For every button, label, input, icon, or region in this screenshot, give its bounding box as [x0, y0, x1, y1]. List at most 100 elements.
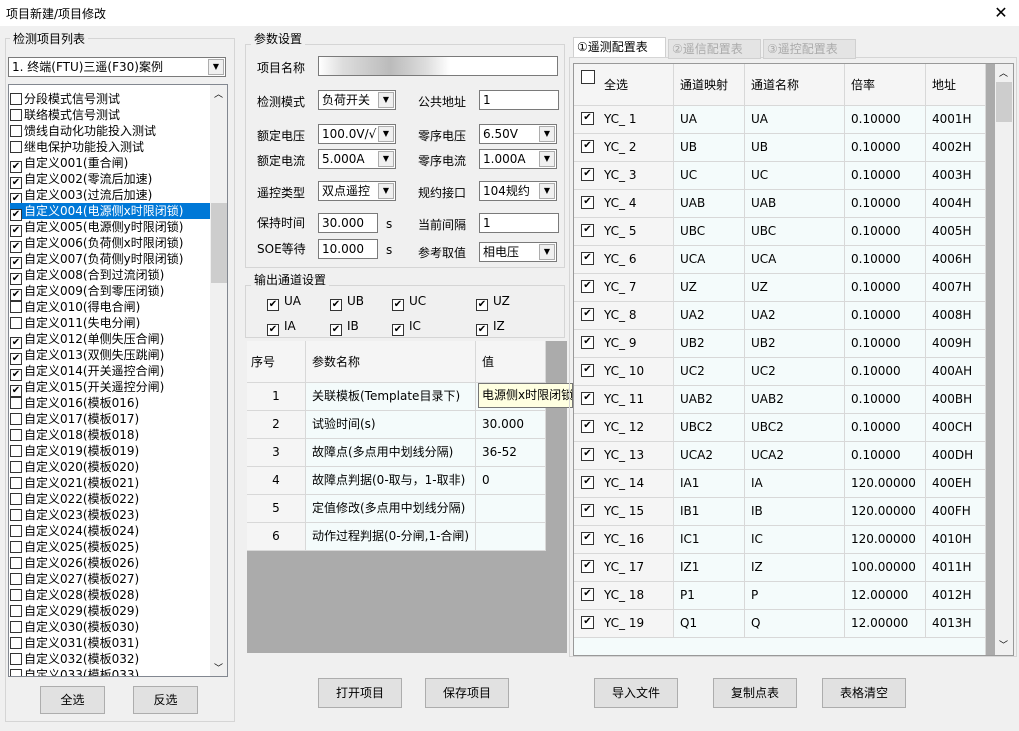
tab-3[interactable]: ③遥控配置表 [763, 39, 856, 59]
yc-cell[interactable]: IZ1 [674, 554, 745, 582]
yc-cell[interactable]: UCA2 [674, 442, 745, 470]
list-item[interactable]: 自定义017(模板017) [10, 411, 210, 427]
yc-cell[interactable]: 4007H [926, 274, 986, 302]
list-item[interactable]: ✔ 自定义015(开关遥控分闸) [10, 379, 210, 397]
list-item[interactable]: 自定义021(模板021) [10, 475, 210, 491]
select-all-button[interactable]: 全选 [40, 686, 105, 714]
hold-time-input[interactable]: 30.000 [318, 213, 378, 233]
yc-cell[interactable]: IC1 [674, 526, 745, 554]
checkbox-icon[interactable] [10, 525, 22, 537]
yc-cell[interactable]: UAB [674, 190, 745, 218]
yc-cell[interactable]: UA2 [745, 302, 845, 330]
scroll-down-icon[interactable]: ﹀ [214, 664, 224, 674]
checkbox-checked-icon[interactable]: ✔ [267, 299, 279, 311]
output-channel-checkbox[interactable]: ✔ IB [330, 319, 359, 336]
row-checkbox-checked-icon[interactable]: ✔ [581, 392, 594, 405]
yc-cell[interactable]: UCA2 [745, 442, 845, 470]
scroll-thumb[interactable] [996, 82, 1012, 122]
checkbox-icon[interactable] [10, 413, 22, 425]
yc-cell[interactable]: 0.10000 [845, 190, 926, 218]
list-item[interactable]: 自定义032(模板032) [10, 651, 210, 667]
zero-voltage-select[interactable]: 6.50V ▼ [479, 124, 557, 144]
checkbox-icon[interactable] [10, 589, 22, 601]
list-item[interactable]: 自定义010(得电合闸) [10, 299, 210, 315]
ref-select[interactable]: 相电压 ▼ [479, 242, 557, 262]
yc-cell[interactable]: 0.10000 [845, 134, 926, 162]
checkbox-checked-icon[interactable]: ✔ [330, 299, 342, 311]
list-item[interactable]: 自定义016(模板016) [10, 395, 210, 411]
checkbox-checked-icon[interactable]: ✔ [476, 324, 488, 336]
yc-cell[interactable]: 0.10000 [845, 386, 926, 414]
invert-selection-button[interactable]: 反选 [133, 686, 198, 714]
output-channel-checkbox[interactable]: ✔ UA [267, 294, 301, 311]
checkbox-icon[interactable] [10, 541, 22, 553]
row-checkbox-checked-icon[interactable]: ✔ [581, 532, 594, 545]
row-checkbox-checked-icon[interactable]: ✔ [581, 140, 594, 153]
yc-cell[interactable]: UC [745, 162, 845, 190]
list-item[interactable]: 馈线自动化功能投入测试 [10, 123, 210, 139]
yc-cell[interactable]: 0.10000 [845, 246, 926, 274]
row-checkbox-checked-icon[interactable]: ✔ [581, 364, 594, 377]
yc-cell[interactable]: 0.10000 [845, 274, 926, 302]
row-checkbox-checked-icon[interactable]: ✔ [581, 448, 594, 461]
yc-cell[interactable]: 4003H [926, 162, 986, 190]
list-item[interactable]: 自定义023(模板023) [10, 507, 210, 523]
yc-cell[interactable]: 0.10000 [845, 302, 926, 330]
yc-cell[interactable]: UBC2 [674, 414, 745, 442]
checkbox-checked-icon[interactable]: ✔ [10, 337, 22, 349]
checkbox-checked-icon[interactable]: ✔ [392, 324, 404, 336]
checkbox-icon[interactable] [10, 477, 22, 489]
mode-select[interactable]: 负荷开关 ▼ [318, 90, 396, 110]
list-item[interactable]: 自定义019(模板019) [10, 443, 210, 459]
checkbox-icon[interactable] [10, 125, 22, 137]
row-checkbox-checked-icon[interactable]: ✔ [581, 476, 594, 489]
scroll-thumb[interactable] [211, 203, 227, 283]
checkbox-icon[interactable] [10, 301, 22, 313]
yc-cell[interactable]: 400AH [926, 358, 986, 386]
yc-cell[interactable]: 400DH [926, 442, 986, 470]
list-item[interactable]: ✔ 自定义009(合到零压闭锁) [10, 283, 210, 301]
close-icon[interactable]: ✕ [994, 3, 1008, 22]
scroll-down-icon[interactable]: ﹀ [999, 641, 1009, 651]
yc-cell[interactable]: P1 [674, 582, 745, 610]
yc-cell[interactable]: UCA [674, 246, 745, 274]
list-item[interactable]: 自定义020(模板020) [10, 459, 210, 475]
row-checkbox-checked-icon[interactable]: ✔ [581, 112, 594, 125]
yc-cell[interactable]: UA [674, 106, 745, 134]
yc-cell[interactable]: 4006H [926, 246, 986, 274]
yc-cell[interactable]: IB [745, 498, 845, 526]
yc-cell[interactable]: 0.10000 [845, 358, 926, 386]
list-item[interactable]: 自定义024(模板024) [10, 523, 210, 539]
interval-input[interactable]: 1 [479, 213, 559, 233]
open-project-button[interactable]: 打开项目 [318, 678, 402, 708]
checkbox-icon[interactable] [10, 397, 22, 409]
output-channel-checkbox[interactable]: ✔ IC [392, 319, 421, 336]
row-checkbox-checked-icon[interactable]: ✔ [581, 224, 594, 237]
list-item[interactable]: 分段模式信号测试 [10, 91, 210, 107]
row-checkbox-checked-icon[interactable]: ✔ [581, 588, 594, 601]
output-channel-checkbox[interactable]: ✔ IA [267, 319, 296, 336]
checkbox-checked-icon[interactable]: ✔ [10, 177, 22, 189]
checkbox-checked-icon[interactable]: ✔ [10, 241, 22, 253]
list-item[interactable]: 自定义029(模板029) [10, 603, 210, 619]
list-item[interactable]: ✔ 自定义003(过流后加速) [10, 187, 210, 205]
list-item[interactable]: 自定义028(模板028) [10, 587, 210, 603]
yc-cell[interactable]: 4008H [926, 302, 986, 330]
checkbox-icon[interactable] [10, 429, 22, 441]
yc-cell[interactable]: IC [745, 526, 845, 554]
yc-cell[interactable]: Q [745, 610, 845, 638]
project-name-input[interactable] [318, 56, 558, 76]
rated-voltage-select[interactable]: 100.0V/√ ▼ [318, 124, 396, 144]
yc-cell[interactable]: IA1 [674, 470, 745, 498]
yc-cell[interactable]: 4010H [926, 526, 986, 554]
row-checkbox-checked-icon[interactable]: ✔ [581, 336, 594, 349]
checkbox-icon[interactable] [10, 557, 22, 569]
checkbox-icon[interactable] [10, 637, 22, 649]
case-select[interactable]: 1. 终端(FTU)三遥(F30)案例 ▼ [8, 57, 226, 77]
list-item[interactable]: ✔ 自定义002(零流后加速) [10, 171, 210, 189]
checkbox-icon[interactable] [10, 605, 22, 617]
row-checkbox-checked-icon[interactable]: ✔ [581, 196, 594, 209]
checkbox-checked-icon[interactable]: ✔ [10, 273, 22, 285]
checkbox-checked-icon[interactable]: ✔ [10, 369, 22, 381]
yc-cell[interactable]: UB2 [674, 330, 745, 358]
